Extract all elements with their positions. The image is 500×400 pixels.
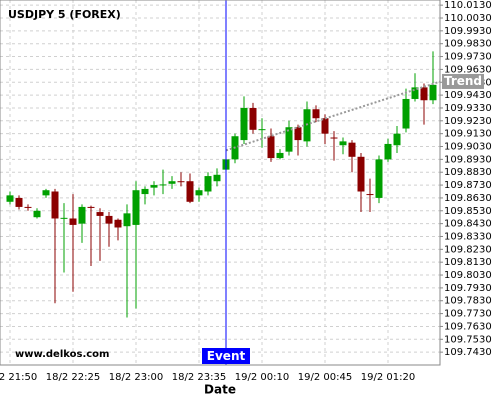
candle-body	[168, 181, 176, 184]
candle-body	[285, 127, 293, 152]
candle-body	[6, 195, 14, 202]
candle-body	[96, 212, 104, 216]
candle-body	[15, 197, 23, 207]
y-tick-label: 109.9430	[444, 90, 492, 101]
candle-body	[402, 98, 410, 129]
candle-body	[357, 156, 365, 192]
chart-title: USDJPY 5 (FOREX)	[8, 8, 121, 21]
y-tick-label: 109.7430	[444, 347, 492, 358]
event-label: Event	[207, 349, 246, 363]
y-tick-label: 109.9030	[444, 142, 492, 153]
x-tick-label: 18/2 23:35	[172, 372, 226, 383]
candle-body	[177, 181, 185, 183]
candle-body	[258, 129, 266, 131]
y-tick-label: 109.9330	[444, 103, 492, 114]
candle-body	[348, 142, 356, 157]
candle-body	[384, 143, 392, 160]
candle-body	[33, 210, 41, 218]
candle-body	[276, 152, 284, 159]
y-tick-label: 109.8330	[444, 231, 492, 242]
y-tick-label: 109.9830	[444, 39, 492, 50]
y-tick-label: 109.9630	[444, 64, 492, 75]
x-tick-label: 19/2 00:45	[298, 372, 352, 383]
candle-body	[267, 136, 275, 159]
y-tick-label: 110.0130	[444, 0, 492, 11]
watermark: www.delkos.com	[15, 349, 109, 360]
y-tick-label: 109.7930	[444, 283, 492, 294]
candle-body	[312, 109, 320, 119]
candle-body	[150, 185, 158, 188]
candle-body	[186, 181, 194, 202]
event-label-box	[202, 348, 250, 364]
candle-body	[141, 188, 149, 195]
x-tick-label: 19/2 01:20	[361, 372, 415, 383]
candle-body	[204, 176, 212, 192]
y-tick-label: 109.9130	[444, 129, 492, 140]
candle-body	[195, 190, 203, 196]
y-tick-label: 110.0030	[444, 13, 492, 24]
candle-body	[330, 137, 338, 139]
y-tick-label: 109.8430	[444, 219, 492, 230]
plot	[6, 0, 440, 365]
x-tick-label: 18/2 21:50	[0, 372, 37, 383]
x-axis-title: Date	[204, 383, 236, 397]
candle-body	[366, 194, 374, 196]
y-tick-label: 109.9930	[444, 26, 492, 37]
y-tick-label: 109.7630	[444, 321, 492, 332]
candle-body	[105, 215, 113, 224]
x-tick-label: 18/2 22:25	[46, 372, 100, 383]
y-tick-label: 109.8830	[444, 167, 492, 178]
y-tick-label: 109.8730	[444, 180, 492, 191]
y-tick-label: 109.7830	[444, 296, 492, 307]
candle-body	[411, 87, 419, 99]
y-tick-label: 109.7730	[444, 309, 492, 320]
candle-body	[60, 217, 68, 219]
candle-body	[249, 107, 257, 130]
candle-body	[375, 159, 383, 198]
candle-body	[78, 206, 86, 224]
y-tick-label: 109.8130	[444, 257, 492, 268]
candle-body	[114, 219, 122, 228]
candle-body	[123, 213, 131, 227]
y-tick-label: 109.8930	[444, 154, 492, 165]
y-tick-label: 109.7530	[444, 334, 492, 345]
candle-body	[420, 87, 428, 101]
trend-label: Trend	[444, 74, 482, 88]
candle-body	[339, 141, 347, 146]
axes: 110.0130 110.0030 109.9930 109.9830 109.9730…	[0, 0, 492, 383]
y-tick-label: 109.8630	[444, 193, 492, 204]
candle-body	[42, 190, 50, 196]
y-tick-label: 109.8530	[444, 206, 492, 217]
y-tick-label: 109.9730	[444, 52, 492, 63]
y-tick-label: 109.8030	[444, 270, 492, 281]
trend-line	[225, 80, 440, 152]
grid	[0, 0, 440, 365]
candle-body	[132, 190, 140, 225]
y-tick-label: 109.9230	[444, 116, 492, 127]
x-tick-label: 19/2 00:10	[235, 372, 289, 383]
candle-body	[159, 184, 167, 186]
candle-body	[24, 206, 32, 208]
candle-body	[240, 107, 248, 141]
candle-body	[69, 218, 77, 225]
candle-body	[393, 133, 401, 146]
candle-body	[87, 206, 95, 208]
candle-body	[51, 191, 59, 219]
plot-border	[0, 0, 441, 366]
y-tick-label: 109.8230	[444, 244, 492, 255]
trend-label-box	[442, 73, 484, 89]
candle-body	[429, 84, 437, 101]
candle-body	[321, 118, 329, 134]
candle-body	[213, 174, 221, 182]
x-tick-label: 18/2 23:00	[109, 372, 163, 383]
candle-body	[294, 127, 302, 141]
